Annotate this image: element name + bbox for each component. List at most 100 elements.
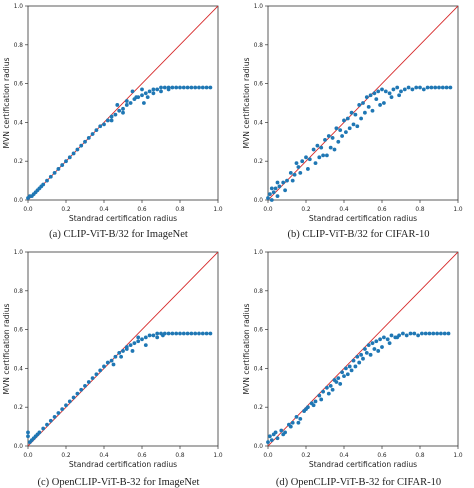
data-point	[323, 137, 327, 142]
x-tick-label: 0.8	[415, 207, 425, 213]
y-tick-label: 1.0	[14, 4, 24, 10]
data-point	[155, 335, 160, 340]
y-tick-label: 0.4	[14, 366, 24, 372]
data-point	[48, 418, 53, 423]
data-point	[361, 356, 365, 361]
data-point	[307, 157, 312, 162]
data-point	[292, 172, 297, 177]
y-tick-label: 0.2	[254, 405, 264, 411]
data-point	[425, 85, 430, 90]
y-axis-label: MVN certification radius	[2, 57, 11, 148]
data-point	[273, 186, 278, 191]
y-tick-label: 0.4	[14, 120, 24, 126]
data-point	[401, 331, 405, 336]
y-tick-label: 0.4	[254, 120, 264, 126]
data-point	[353, 364, 358, 369]
data-point	[378, 103, 382, 107]
data-point	[124, 345, 129, 349]
data-point	[268, 192, 272, 197]
data-point	[444, 85, 449, 90]
panel-caption: (c) OpenCLIP-ViT-B-32 for ImageNet	[37, 477, 200, 488]
data-point	[351, 122, 356, 127]
data-point	[336, 376, 341, 380]
data-point	[294, 161, 299, 166]
data-point	[382, 101, 386, 105]
data-point	[402, 87, 407, 92]
data-point	[325, 385, 329, 390]
reference-line	[28, 252, 218, 446]
data-point	[285, 178, 289, 183]
y-axis-label: MVN certification radius	[242, 303, 251, 394]
y-tick-label: 0.8	[14, 289, 24, 295]
x-tick-label: 0.6	[137, 207, 147, 213]
x-tick-label: 0.2	[301, 453, 311, 459]
panel-caption: (d) OpenCLIP-ViT-B-32 for CIFAR-10	[275, 477, 442, 488]
y-tick-label: 0.2	[14, 159, 24, 165]
data-point	[178, 85, 182, 90]
data-point	[281, 432, 286, 437]
y-tick-label: 0.8	[254, 289, 264, 295]
data-point	[132, 341, 137, 346]
data-point	[159, 89, 163, 94]
data-point	[94, 128, 99, 133]
x-tick-label: 0.6	[137, 453, 147, 459]
x-tick-label: 0.0	[23, 453, 33, 459]
data-point	[71, 151, 76, 156]
data-point	[353, 112, 358, 117]
data-point	[298, 170, 303, 175]
data-point	[378, 337, 382, 342]
data-point	[389, 95, 394, 100]
y-tick-label: 0.0	[254, 198, 264, 204]
data-point	[283, 188, 287, 193]
data-point	[208, 85, 213, 90]
data-point	[268, 434, 272, 439]
x-tick-label: 1.0	[453, 453, 463, 459]
data-point	[330, 136, 335, 140]
data-point	[344, 366, 348, 371]
data-point	[197, 85, 201, 90]
data-point	[64, 403, 68, 408]
data-point	[181, 85, 186, 90]
data-point	[317, 393, 322, 398]
data-point	[166, 331, 171, 336]
data-point	[269, 186, 274, 191]
data-point	[151, 87, 156, 92]
data-point	[83, 383, 87, 388]
data-point	[321, 153, 325, 158]
data-point	[340, 134, 344, 138]
data-point	[294, 415, 299, 419]
x-tick-label: 0.8	[175, 207, 185, 213]
data-point	[397, 93, 401, 98]
data-point	[142, 101, 146, 105]
data-point	[48, 174, 53, 179]
panel-caption: (b) CLIP-ViT-B/32 for CIFAR-10	[287, 229, 430, 240]
data-point	[364, 95, 369, 100]
x-tick-label: 0.6	[377, 453, 387, 459]
data-point	[368, 93, 373, 98]
data-point	[382, 335, 386, 340]
data-point	[363, 347, 367, 351]
data-point	[102, 364, 106, 369]
data-point	[271, 190, 276, 195]
data-point	[431, 331, 436, 336]
data-point	[119, 354, 123, 359]
data-point	[56, 411, 61, 415]
data-point	[273, 430, 278, 435]
x-tick-label: 0.0	[263, 453, 273, 459]
data-point	[105, 360, 110, 365]
data-point	[391, 87, 396, 92]
x-tick-label: 0.2	[61, 453, 71, 459]
data-point	[105, 118, 110, 123]
data-point	[349, 368, 354, 373]
data-point	[109, 358, 114, 363]
data-point	[366, 104, 371, 109]
data-point	[162, 85, 167, 90]
data-point	[174, 85, 179, 90]
x-tick-label: 0.2	[61, 207, 71, 213]
data-point	[189, 85, 194, 90]
x-tick-label: 0.4	[339, 453, 349, 459]
data-point	[75, 391, 80, 396]
data-point	[121, 349, 125, 353]
data-point	[140, 337, 144, 342]
